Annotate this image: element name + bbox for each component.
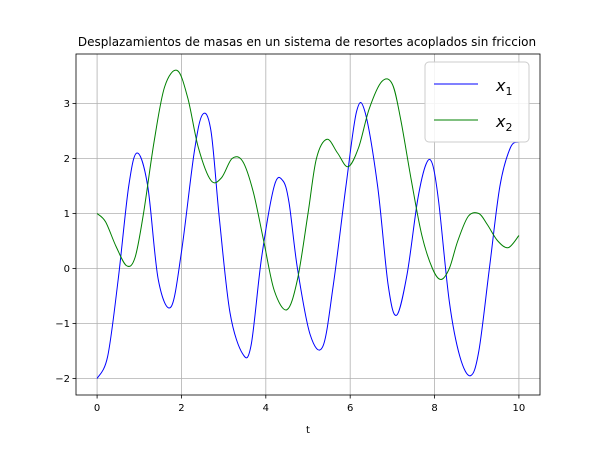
chart-title: Desplazamientos de masas en un sistema d… — [78, 35, 536, 49]
x-axis-label: t — [306, 425, 310, 436]
y-tick-label: −2 — [55, 374, 70, 385]
series-layer — [96, 69, 520, 379]
x-tick-label: 2 — [178, 403, 184, 414]
series-line-x2 — [96, 69, 520, 311]
series-line-x1 — [96, 101, 520, 379]
ticks: 0 2 4 6 8 10 −2 −1 0 1 2 3 — [55, 99, 525, 414]
y-tick-label: −1 — [55, 319, 70, 330]
y-tick-label: 1 — [64, 209, 70, 220]
y-tick-label: 2 — [64, 154, 70, 165]
x-tick-label: 4 — [263, 403, 269, 414]
x-tick-label: 0 — [94, 403, 100, 414]
legend-label-subscript: 1 — [505, 85, 512, 98]
y-tick-label: 0 — [64, 264, 70, 275]
legend-box — [424, 61, 530, 143]
legend-label-subscript: 2 — [505, 121, 512, 134]
x-tick-label: 10 — [513, 403, 526, 414]
x-tick-label: 8 — [431, 403, 437, 414]
y-tick-label: 3 — [64, 99, 70, 110]
x-tick-label: 6 — [347, 403, 353, 414]
axes-frame — [75, 53, 541, 396]
